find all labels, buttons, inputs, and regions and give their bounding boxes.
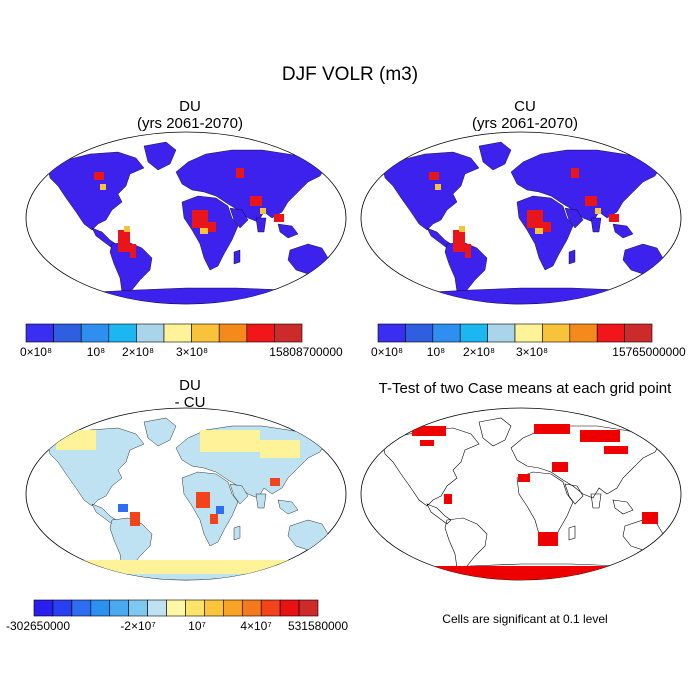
diff-colorbar-swatch xyxy=(90,599,111,617)
diff-title: DU xyxy=(179,377,201,394)
diff-colorbar-swatch xyxy=(33,599,54,617)
du-colorbar-swatch xyxy=(53,323,82,343)
significance-note: Cells are significant at 0.1 level xyxy=(442,612,608,626)
du-colorbar: 0×10⁸ 10⁸ 2×10⁸ 3×10⁸ 15808700000 xyxy=(20,323,343,359)
cu-colorbar-label: 10⁸ xyxy=(427,345,445,359)
du-hotspots xyxy=(94,168,284,258)
cu-colorbar-label: 3×10⁸ xyxy=(516,345,548,359)
cu-map xyxy=(360,131,682,305)
cu-colorbar-swatch xyxy=(459,323,488,343)
ttest-map xyxy=(360,407,682,581)
diff-colorbar-swatch xyxy=(52,599,73,617)
diff-colorbar-swatch xyxy=(223,599,243,617)
du-subtitle: (yrs 2061-2070) xyxy=(137,115,243,132)
diff-colorbar-swatch xyxy=(185,599,205,617)
cu-colorbar-swatch xyxy=(514,323,543,343)
diff-colorbar-label: -302650000 xyxy=(6,619,70,633)
cu-colorbar: 0×10⁸ 10⁸ 2×10⁸ 3×10⁸ 15765000000 xyxy=(371,323,686,359)
du-title: DU xyxy=(179,98,201,115)
diff-colorbar-swatch xyxy=(109,599,129,617)
diff-colorbar-label: 531580000 xyxy=(288,619,348,633)
diff-subtitle: - CU xyxy=(174,394,206,411)
cu-colorbar-swatch xyxy=(542,323,571,343)
cu-colorbar-label: 2×10⁸ xyxy=(463,345,495,359)
cu-colorbar-swatch xyxy=(377,323,406,343)
cu-colorbar-swatch xyxy=(569,323,598,343)
diff-negative xyxy=(118,504,224,514)
cu-title: CU xyxy=(514,98,536,115)
diff-colorbar-label: 4×10⁷ xyxy=(240,619,271,633)
du-colorbar-swatch xyxy=(136,323,165,343)
du-colorbar-label: 10⁸ xyxy=(87,345,105,359)
du-colorbar-label: 0×10⁸ xyxy=(20,345,52,359)
cu-colorbar-swatch xyxy=(596,323,625,343)
cu-colorbar-swatch xyxy=(405,323,434,343)
diff-colorbar-swatch xyxy=(128,599,148,617)
cu-colorbar-label: 0×10⁸ xyxy=(371,345,403,359)
diff-colorbar-swatch xyxy=(71,599,92,617)
du-colorbar-label: 15808700000 xyxy=(269,345,343,359)
cu-colorbar-swatch xyxy=(624,323,653,343)
cu-colorbar-label: 15765000000 xyxy=(612,345,686,359)
du-colorbar-swatch xyxy=(108,323,137,343)
du-colorbar-label: 2×10⁸ xyxy=(122,345,154,359)
main-title: DJF VOLR (m3) xyxy=(281,64,419,85)
du-colorbar-swatch xyxy=(274,323,303,343)
du-map xyxy=(25,131,347,305)
cu-subtitle: (yrs 2061-2070) xyxy=(472,115,578,132)
diff-colorbar-swatch xyxy=(260,599,281,617)
du-colorbar-swatch xyxy=(191,323,220,343)
cu-hotspots xyxy=(429,168,619,258)
du-panel-title: DU (yrs 2061-2070) xyxy=(30,98,350,132)
diff-panel-title: DU - CU xyxy=(30,377,350,411)
diff-colorbar-swatch xyxy=(147,599,167,617)
diff-colorbar-swatch xyxy=(241,599,262,617)
diff-colorbar-swatch xyxy=(166,599,186,617)
cu-panel-title: CU (yrs 2061-2070) xyxy=(365,98,685,132)
diff-colorbar: -302650000 -2×10⁷ 10⁷ 4×10⁷ 531580000 xyxy=(6,599,348,633)
du-colorbar-swatch xyxy=(246,323,275,343)
diff-strong xyxy=(130,478,280,526)
du-colorbar-swatch xyxy=(218,323,248,343)
du-colorbar-swatch xyxy=(25,323,54,343)
cu-colorbar-swatch xyxy=(487,323,516,343)
diff-colorbar-label: 10⁷ xyxy=(188,619,206,633)
du-colorbar-swatch xyxy=(80,323,110,343)
diff-colorbar-swatch xyxy=(204,599,224,617)
cu-colorbar-swatch xyxy=(432,323,461,343)
cu-midtones xyxy=(435,184,601,234)
du-colorbar-swatch xyxy=(163,323,192,343)
du-colorbar-label: 3×10⁸ xyxy=(176,345,208,359)
diff-colorbar-swatch xyxy=(279,599,300,617)
diff-colorbar-swatch xyxy=(298,599,319,617)
diff-colorbar-label: -2×10⁷ xyxy=(120,619,155,633)
diff-map xyxy=(25,407,347,581)
du-midtones xyxy=(100,184,266,234)
ttest-title: T-Test of two Case means at each grid po… xyxy=(378,380,672,397)
